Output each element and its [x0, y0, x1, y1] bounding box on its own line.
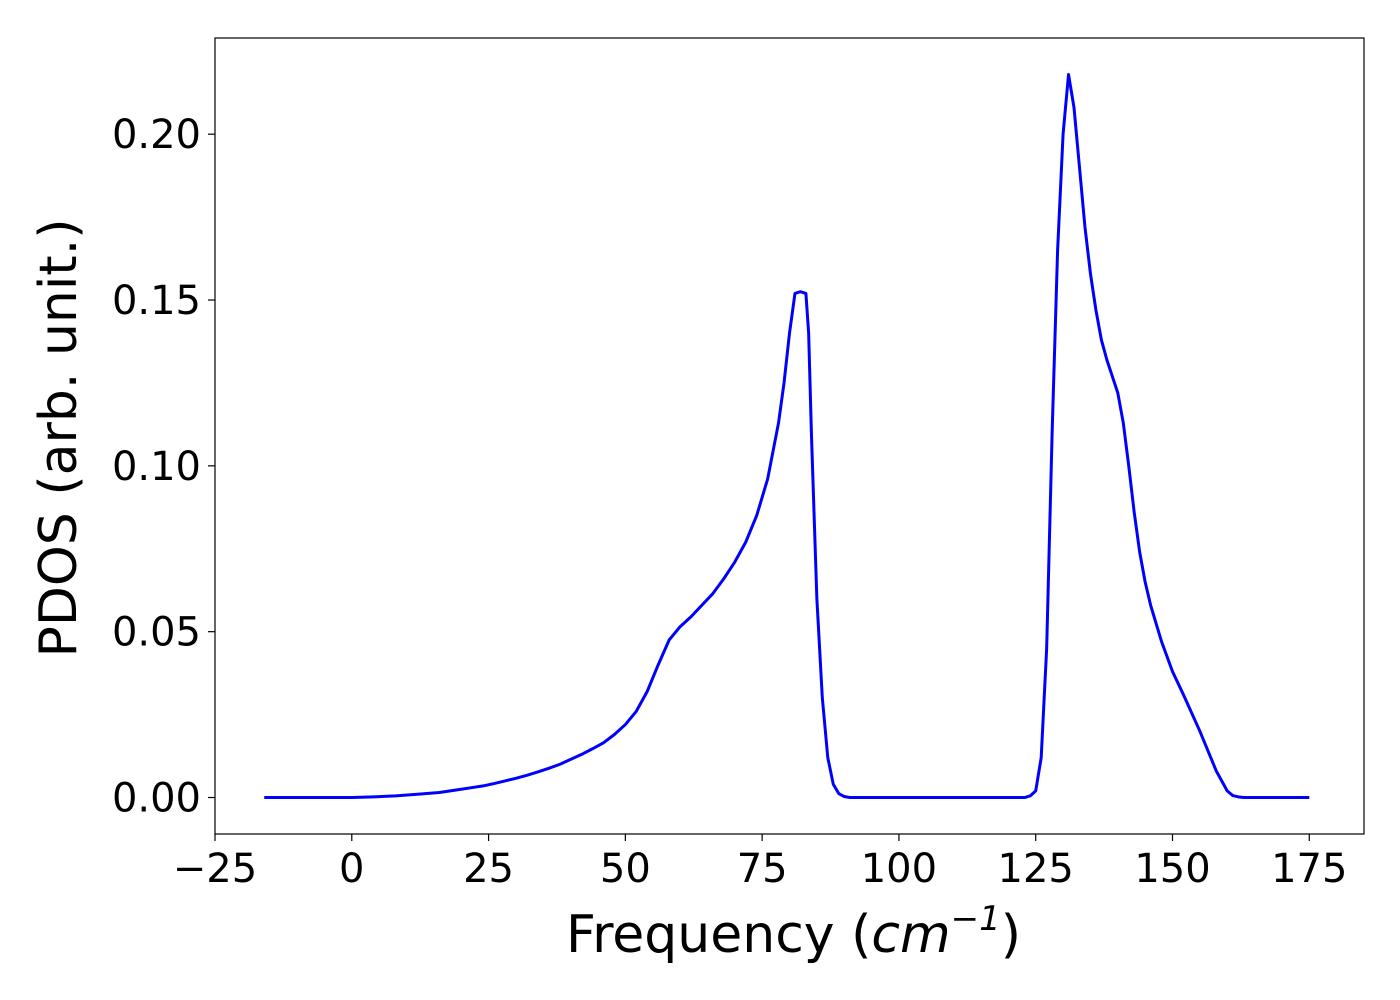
x-axis-ticks: −25 0 25 50 75 100 125 150 175 — [173, 834, 1347, 892]
x-axis-label-close: ) — [1001, 905, 1021, 965]
x-tick-label: 100 — [861, 846, 937, 892]
x-tick-label: 75 — [737, 846, 788, 892]
axes-frame — [214, 37, 1365, 835]
x-tick-label: −25 — [173, 846, 257, 892]
x-tick-label: 175 — [1271, 846, 1347, 892]
x-axis-label-exponent: −1 — [951, 899, 1001, 939]
x-tick-label: 150 — [1134, 846, 1210, 892]
y-tick-label: 0.05 — [112, 610, 201, 656]
x-axis-label: Frequency (cm−1) — [566, 899, 1021, 965]
y-axis-ticks: 0.00 0.05 0.10 0.15 0.20 — [112, 112, 215, 822]
y-axis-label: PDOS (arb. unit.) — [29, 218, 89, 657]
x-tick-label: 25 — [463, 846, 514, 892]
x-tick-label: 125 — [998, 846, 1074, 892]
x-tick-label: 0 — [339, 846, 364, 892]
series-line-0 — [264, 72, 1310, 800]
y-tick-label: 0.00 — [112, 776, 201, 822]
x-axis-label-unit: cm — [871, 905, 950, 965]
y-tick-label: 0.15 — [112, 278, 201, 324]
x-tick-label: 50 — [600, 846, 651, 892]
x-axis-label-text: Frequency ( — [566, 905, 871, 965]
plot-area — [264, 72, 1310, 800]
y-tick-label: 0.20 — [112, 112, 201, 158]
y-tick-label: 0.10 — [112, 444, 201, 490]
